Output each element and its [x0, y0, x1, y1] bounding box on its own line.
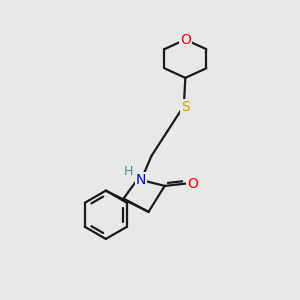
Text: N: N	[136, 173, 146, 187]
Text: H: H	[124, 165, 134, 178]
Text: O: O	[187, 177, 198, 190]
Text: S: S	[181, 100, 190, 114]
Text: O: O	[180, 33, 191, 46]
